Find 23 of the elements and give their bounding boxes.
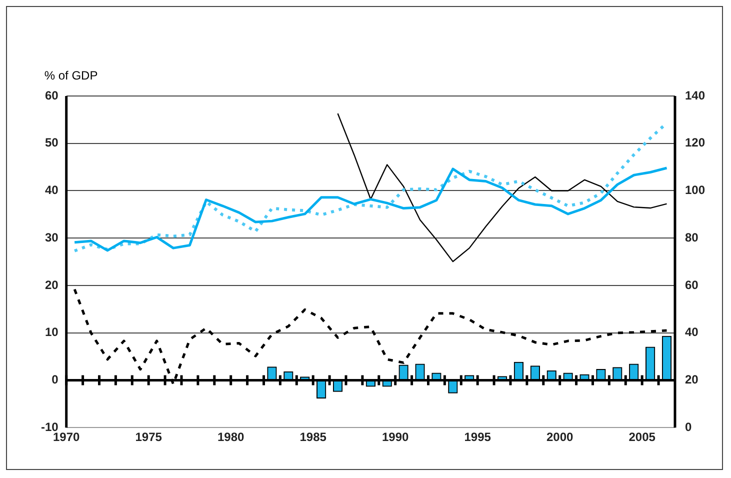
x-tick-label: 1975 <box>135 430 162 444</box>
y-tick-label: 20 <box>44 278 59 292</box>
y-tick-label: 0 <box>52 372 59 387</box>
y-axis-title: % of GDP <box>44 68 98 82</box>
y2-tick-label: 140 <box>684 88 706 102</box>
y-tick-label: 60 <box>44 88 59 102</box>
y-tick-label: 50 <box>44 136 59 150</box>
x-tick-label: 2000 <box>546 430 574 444</box>
y-tick-label: 30 <box>44 230 59 244</box>
y2-tick-label: 20 <box>684 372 699 387</box>
y-tick-label: 40 <box>44 183 59 198</box>
y2-tick-label: 40 <box>684 325 699 340</box>
y2-tick-label: 0 <box>684 420 692 434</box>
x-tick-label: 2005 <box>628 430 656 444</box>
y2-tick-label: 100 <box>684 183 706 198</box>
x-tick-label: 1985 <box>300 430 327 444</box>
y2-tick-label: 120 <box>684 136 706 150</box>
y2-tick-label: 60 <box>684 278 699 292</box>
y2-tick-label: 80 <box>684 230 699 244</box>
y-tick-label: 10 <box>44 325 59 340</box>
x-tick-label: 1995 <box>464 430 492 444</box>
x-tick-label: 1990 <box>382 430 410 444</box>
x-tick-label: 1980 <box>217 430 245 444</box>
